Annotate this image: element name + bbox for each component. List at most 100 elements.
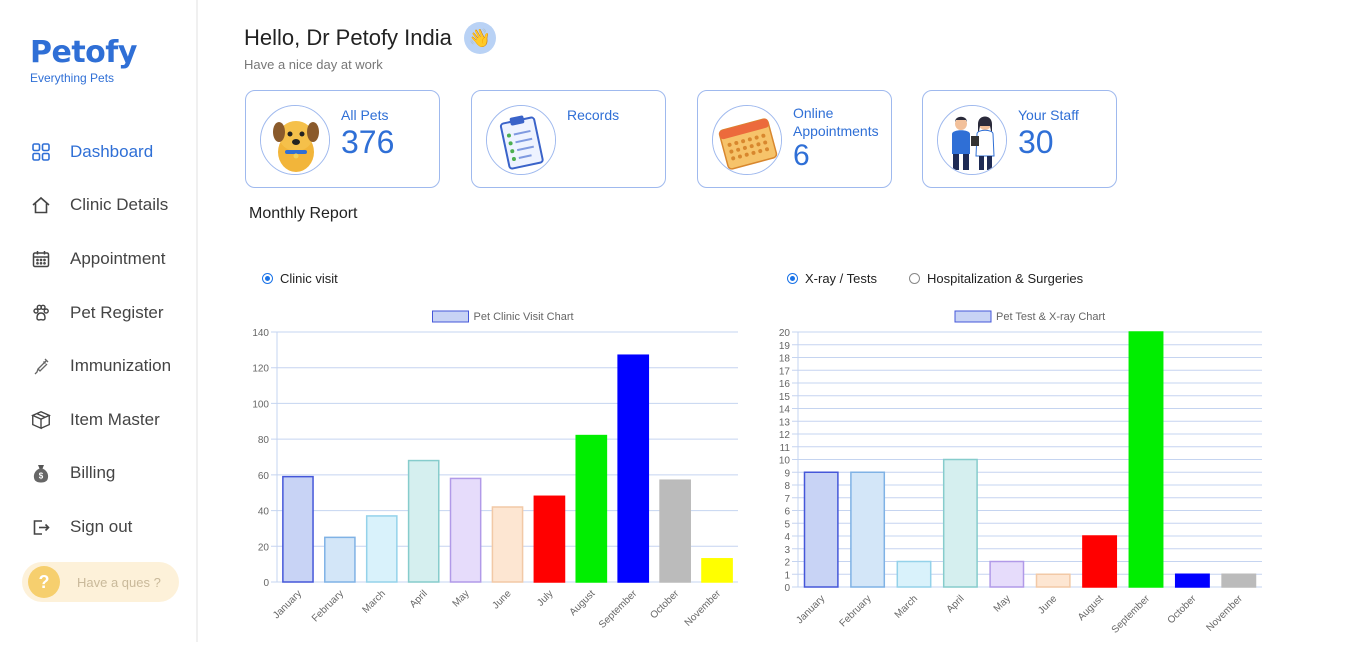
y-tick-label: 14 [779,405,791,416]
nav-label: Dashboard [70,142,154,161]
help-button[interactable]: ? Have a ques ? [22,562,179,602]
bar [942,458,978,588]
radio-label: Hospitalization & Surgeries [927,271,1084,286]
y-tick-label: 16 [779,379,791,390]
radio-xray-tests[interactable]: X-ray / Tests [787,271,877,286]
nav-sign-out[interactable]: Sign out [30,512,132,542]
y-tick-label: 140 [252,328,269,339]
bar [365,515,398,583]
y-tick-label: 5 [784,519,790,530]
radio-hospitalization-surgeries[interactable]: Hospitalization & Surgeries [909,271,1083,286]
bar [491,506,524,583]
y-tick-label: 7 [784,494,790,505]
card-value: 6 [793,139,810,172]
y-tick-label: 15 [779,392,791,403]
y-tick-label: 100 [252,399,269,410]
bar [701,558,733,583]
nav-appointment[interactable]: Appointment [30,244,165,274]
y-tick-label: 11 [780,443,791,454]
nav-immunization[interactable]: Immunization [30,351,171,381]
x-tick-label: February [310,588,346,624]
y-tick-label: 4 [784,532,790,543]
bar [282,475,314,583]
money-bag-icon: $ [30,462,52,484]
x-tick-label: February [838,593,874,629]
bar [1082,535,1118,588]
card-all-pets[interactable]: All Pets 376 [245,90,440,188]
greeting-subtitle: Have a nice day at work [244,57,383,72]
bar [1128,331,1164,588]
clinic-visit-chart: Pet Clinic Visit Chart 0 20 40 60 80 100 120 140… [252,310,738,631]
nav-billing[interactable]: $ Billing [30,458,115,488]
card-your-staff[interactable]: Your Staff 30 [922,90,1117,188]
bar [1221,573,1257,588]
radio-clinic-visit[interactable]: Clinic visit [262,271,338,286]
x-tick-label: September [597,588,640,631]
nav-item-master[interactable]: Item Master [30,405,160,435]
x-tick-label: October [648,588,681,621]
bar [850,471,886,588]
staff-icon [937,105,1007,175]
card-label: All Pets [341,107,389,123]
x-tick-label: September [1110,593,1153,636]
x-tick-label: May [992,593,1013,614]
nav-label: Pet Register [70,303,164,322]
bar [575,434,608,583]
y-tick-label: 12 [779,430,791,441]
nav-pet-register[interactable]: Pet Register [30,298,164,328]
bar [324,536,356,583]
bar [989,560,1025,588]
legend-label: Pet Test & X-ray Chart [996,311,1105,323]
y-tick-label: 40 [258,507,270,518]
legend-swatch [954,310,992,323]
greeting-title: Hello, Dr Petofy India [244,25,452,50]
y-tick-label: 17 [779,366,791,377]
x-tick-label: January [271,588,304,621]
xray-test-chart: Pet Test & X-ray Chart012345678910111213… [779,310,1262,636]
bar [896,560,932,588]
y-tick-label: 19 [779,341,791,352]
nav-label: Billing [70,463,116,482]
x-tick-label: March [893,593,920,620]
question-icon: ? [28,566,60,598]
y-tick-label: 13 [779,417,791,428]
nav-label: Item Master [70,410,160,429]
nav-label: Appointment [70,249,166,268]
radio-label: X-ray / Tests [805,271,878,286]
x-tick-label: October [1166,593,1199,626]
x-tick-label: January [794,593,827,626]
x-tick-label: June [1036,593,1059,616]
monthly-report-title: Monthly Report [249,205,358,222]
y-tick-label: 18 [779,354,791,365]
logo-tagline: Everything Pets [30,71,115,85]
dog-icon [260,105,330,175]
y-tick-label: 2 [784,558,790,569]
y-tick-label: 6 [784,507,790,518]
nav-label: Immunization [70,356,172,375]
grid-icon [30,141,52,163]
bar [533,495,566,583]
y-tick-label: 9 [784,468,790,479]
bar [617,354,650,583]
logo-title: Petofy [30,35,137,70]
card-records[interactable]: Records [471,90,666,188]
nav-clinic-details[interactable]: Clinic Details [30,190,168,220]
y-tick-label: 60 [258,471,270,482]
x-tick-label: March [360,588,387,615]
card-online-appointments[interactable]: Online Appointments 6 [697,90,892,188]
y-tick-label: 80 [258,435,270,446]
greeting-row: Hello, Dr Petofy India 👋 [244,22,496,54]
x-tick-label: April [945,593,967,615]
card-value: 30 [1018,124,1054,160]
bar [449,477,482,583]
calendar-icon [712,105,782,175]
logo[interactable]: Petofy Everything Pets [30,35,137,86]
nav-label: Clinic Details [70,195,169,214]
bar [1174,573,1210,588]
x-tick-label: June [491,588,514,611]
card-label: Online Appointments [793,105,879,139]
x-tick-label: May [451,588,472,609]
nav-dashboard[interactable]: Dashboard [30,137,153,167]
sign-out-icon [30,516,52,538]
sidebar: Petofy Everything Pets Dashboard Clinic … [0,0,198,642]
